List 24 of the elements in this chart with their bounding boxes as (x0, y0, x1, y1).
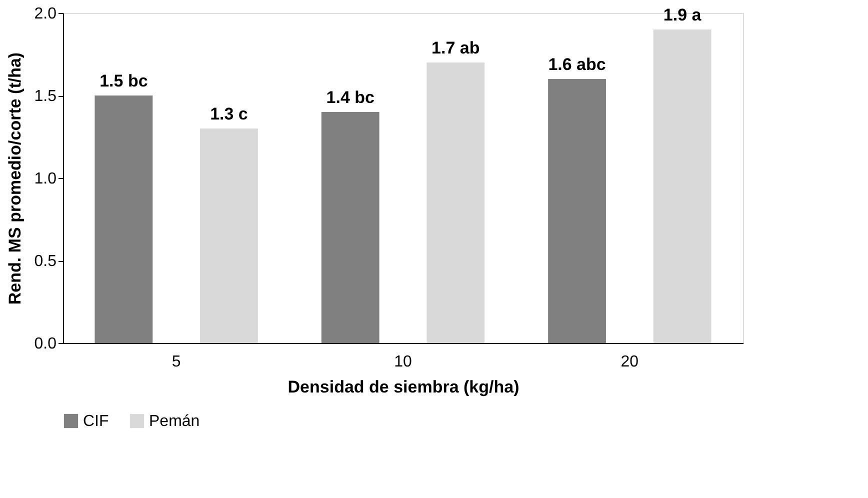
y-tick-label: 0.0 (34, 336, 57, 352)
bar (94, 96, 153, 343)
y-tick-label: 1.5 (34, 88, 57, 105)
y-axis-title: Rend. MS promedio/corte (t/ha) (5, 52, 24, 305)
data-label: 1.3 c (210, 104, 248, 124)
x-tick-label: 10 (394, 354, 412, 370)
y-tick-label: 0.5 (34, 253, 57, 270)
data-label: 1.6 abc (548, 55, 606, 74)
bar (426, 62, 485, 343)
data-label: 1.7 ab (432, 38, 480, 58)
bar (321, 112, 380, 343)
legend-label: CIF (83, 413, 109, 430)
data-label: 1.4 bc (326, 88, 374, 107)
y-tick-label: 1.0 (34, 170, 57, 188)
bar (548, 79, 606, 343)
x-tick-label: 20 (620, 354, 639, 370)
x-axis-title: Densidad de siembra (kg/ha) (288, 378, 520, 396)
bar (653, 30, 712, 343)
legend-label: Pemán (149, 413, 200, 430)
bar (200, 128, 258, 343)
data-label: 1.5 bc (100, 72, 148, 90)
data-label: 1.9 a (663, 6, 702, 24)
x-tick-label: 5 (172, 354, 181, 370)
y-tick-label: 2.0 (34, 6, 57, 22)
